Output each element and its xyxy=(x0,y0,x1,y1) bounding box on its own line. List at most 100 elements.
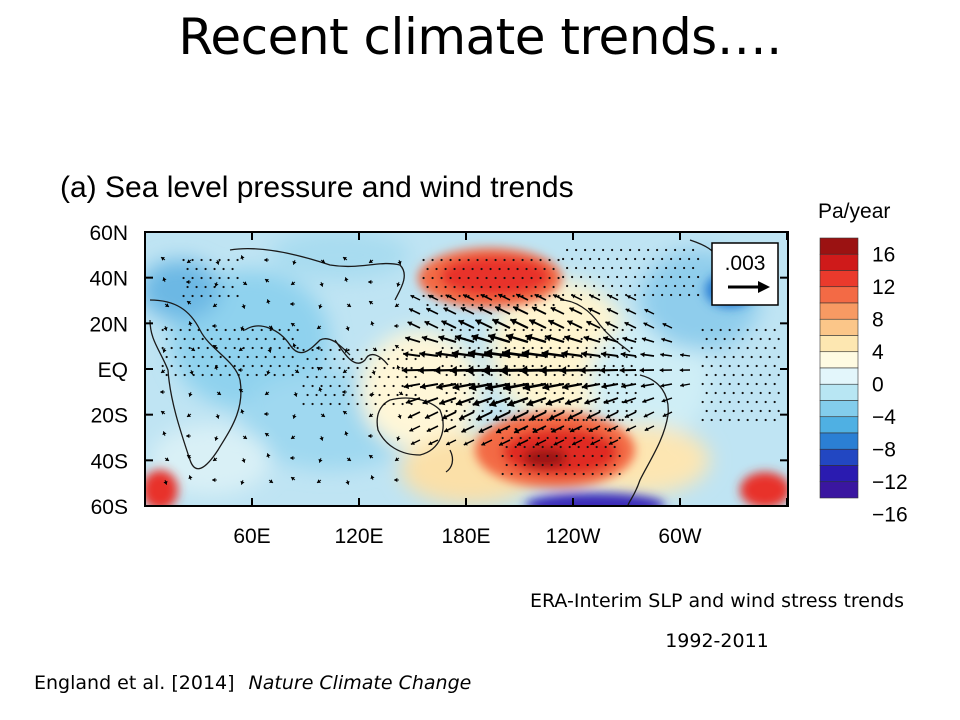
wind-vector xyxy=(463,439,475,446)
stipple-dot xyxy=(566,284,569,288)
wind-vector xyxy=(408,308,421,315)
stipple-dot xyxy=(499,373,502,377)
stipple-dot xyxy=(746,364,749,368)
stipple-dot xyxy=(356,402,359,406)
stipple-dot xyxy=(228,355,231,359)
stipple-dot xyxy=(598,391,601,395)
stipple-dot xyxy=(634,409,637,413)
wind-vector xyxy=(190,347,196,352)
stipple-dot xyxy=(273,337,276,341)
stipple-dot xyxy=(550,463,553,467)
stipple-dot xyxy=(553,373,556,377)
wind-vector xyxy=(342,410,348,415)
stipple-dot xyxy=(209,258,212,262)
stipple-dot xyxy=(543,285,546,289)
stipple-dot xyxy=(630,364,633,368)
stipple-dot xyxy=(449,258,452,262)
wind-vector xyxy=(547,319,565,329)
stipple-dot xyxy=(714,355,717,359)
stipple-dot xyxy=(530,258,533,262)
stipple-dot xyxy=(611,248,614,252)
stipple-dot xyxy=(320,366,323,370)
stipple-dot xyxy=(777,373,780,377)
stipple-dot xyxy=(495,382,498,386)
wind-vector xyxy=(188,391,193,397)
wind-vector xyxy=(474,319,493,329)
stipple-dot xyxy=(634,293,637,297)
wind-vector xyxy=(242,435,248,440)
wind-vector xyxy=(394,303,400,308)
wind-vector xyxy=(264,411,269,417)
stipple-dot xyxy=(594,418,597,422)
stipple-dot xyxy=(535,409,538,413)
colorbar-label: 4 xyxy=(872,341,884,364)
stipple-dot xyxy=(302,348,305,352)
wind-vector xyxy=(461,425,475,433)
stipple-dot xyxy=(282,337,285,341)
stipple-dot xyxy=(468,364,471,368)
panel-title: (a) Sea level pressure and wind trends xyxy=(60,171,574,204)
wind-vector xyxy=(579,366,601,375)
wind-vector xyxy=(188,321,193,327)
stipple-dot xyxy=(458,258,461,262)
stipple-dot xyxy=(656,248,659,252)
stipple-dot xyxy=(575,248,578,252)
stipple-dot xyxy=(710,364,713,368)
stipple-dot xyxy=(768,355,771,359)
stipple-dot xyxy=(477,328,480,332)
stipple-dot xyxy=(768,391,771,395)
stipple-dot xyxy=(557,258,560,262)
stipple-dot xyxy=(170,364,173,368)
wind-vector xyxy=(214,365,219,371)
stipple-dot xyxy=(537,436,540,440)
stipple-dot xyxy=(559,463,562,467)
stipple-dot xyxy=(210,337,213,341)
wind-vector xyxy=(587,307,601,315)
wind-vector xyxy=(510,411,529,422)
wind-vector xyxy=(452,382,475,391)
stipple-dot xyxy=(697,257,700,261)
colorbar-bin xyxy=(819,383,859,401)
stipple-dot xyxy=(523,445,526,449)
stipple-dot xyxy=(701,328,704,332)
wind-vector xyxy=(268,479,274,484)
wind-vector xyxy=(561,350,583,358)
stipple-dot xyxy=(255,355,258,359)
stipple-dot xyxy=(453,267,456,271)
stipple-dot xyxy=(647,248,650,252)
stipple-dot xyxy=(540,418,543,422)
caption-years: 1992-2011 xyxy=(665,630,769,652)
wind-vector xyxy=(368,259,374,264)
wind-vector xyxy=(419,382,439,390)
y-tick-label: 40N xyxy=(89,268,128,291)
stipple-dot xyxy=(462,267,465,271)
stipple-dot xyxy=(445,391,448,395)
stipple-dot xyxy=(768,373,771,377)
stipple-dot xyxy=(192,337,195,341)
wind-vector xyxy=(620,351,637,358)
stipple-dot xyxy=(661,257,664,261)
stipple-dot xyxy=(755,400,758,404)
stipple-dot xyxy=(607,275,610,279)
stipple-dot xyxy=(746,346,749,350)
stipple-dot xyxy=(342,393,345,397)
stipple-dot xyxy=(773,400,776,404)
stipple-dot xyxy=(621,346,624,350)
wind-vector xyxy=(516,439,529,447)
stipple-dot xyxy=(458,294,461,298)
stipple-dot xyxy=(260,346,263,350)
stipple-dot xyxy=(197,346,200,350)
colorbar-bin xyxy=(819,318,859,336)
wind-vector xyxy=(661,337,673,343)
wind-vector xyxy=(162,277,167,283)
stipple-dot xyxy=(643,257,646,261)
stipple-dot xyxy=(311,384,314,388)
stipple-dot xyxy=(593,266,596,270)
wind-vector xyxy=(422,397,439,405)
stipple-dot xyxy=(616,391,619,395)
stipple-dot xyxy=(759,355,762,359)
wind-vector xyxy=(451,349,475,359)
stipple-dot xyxy=(302,402,305,406)
stipple-dot xyxy=(705,355,708,359)
stipple-dot xyxy=(593,248,596,252)
